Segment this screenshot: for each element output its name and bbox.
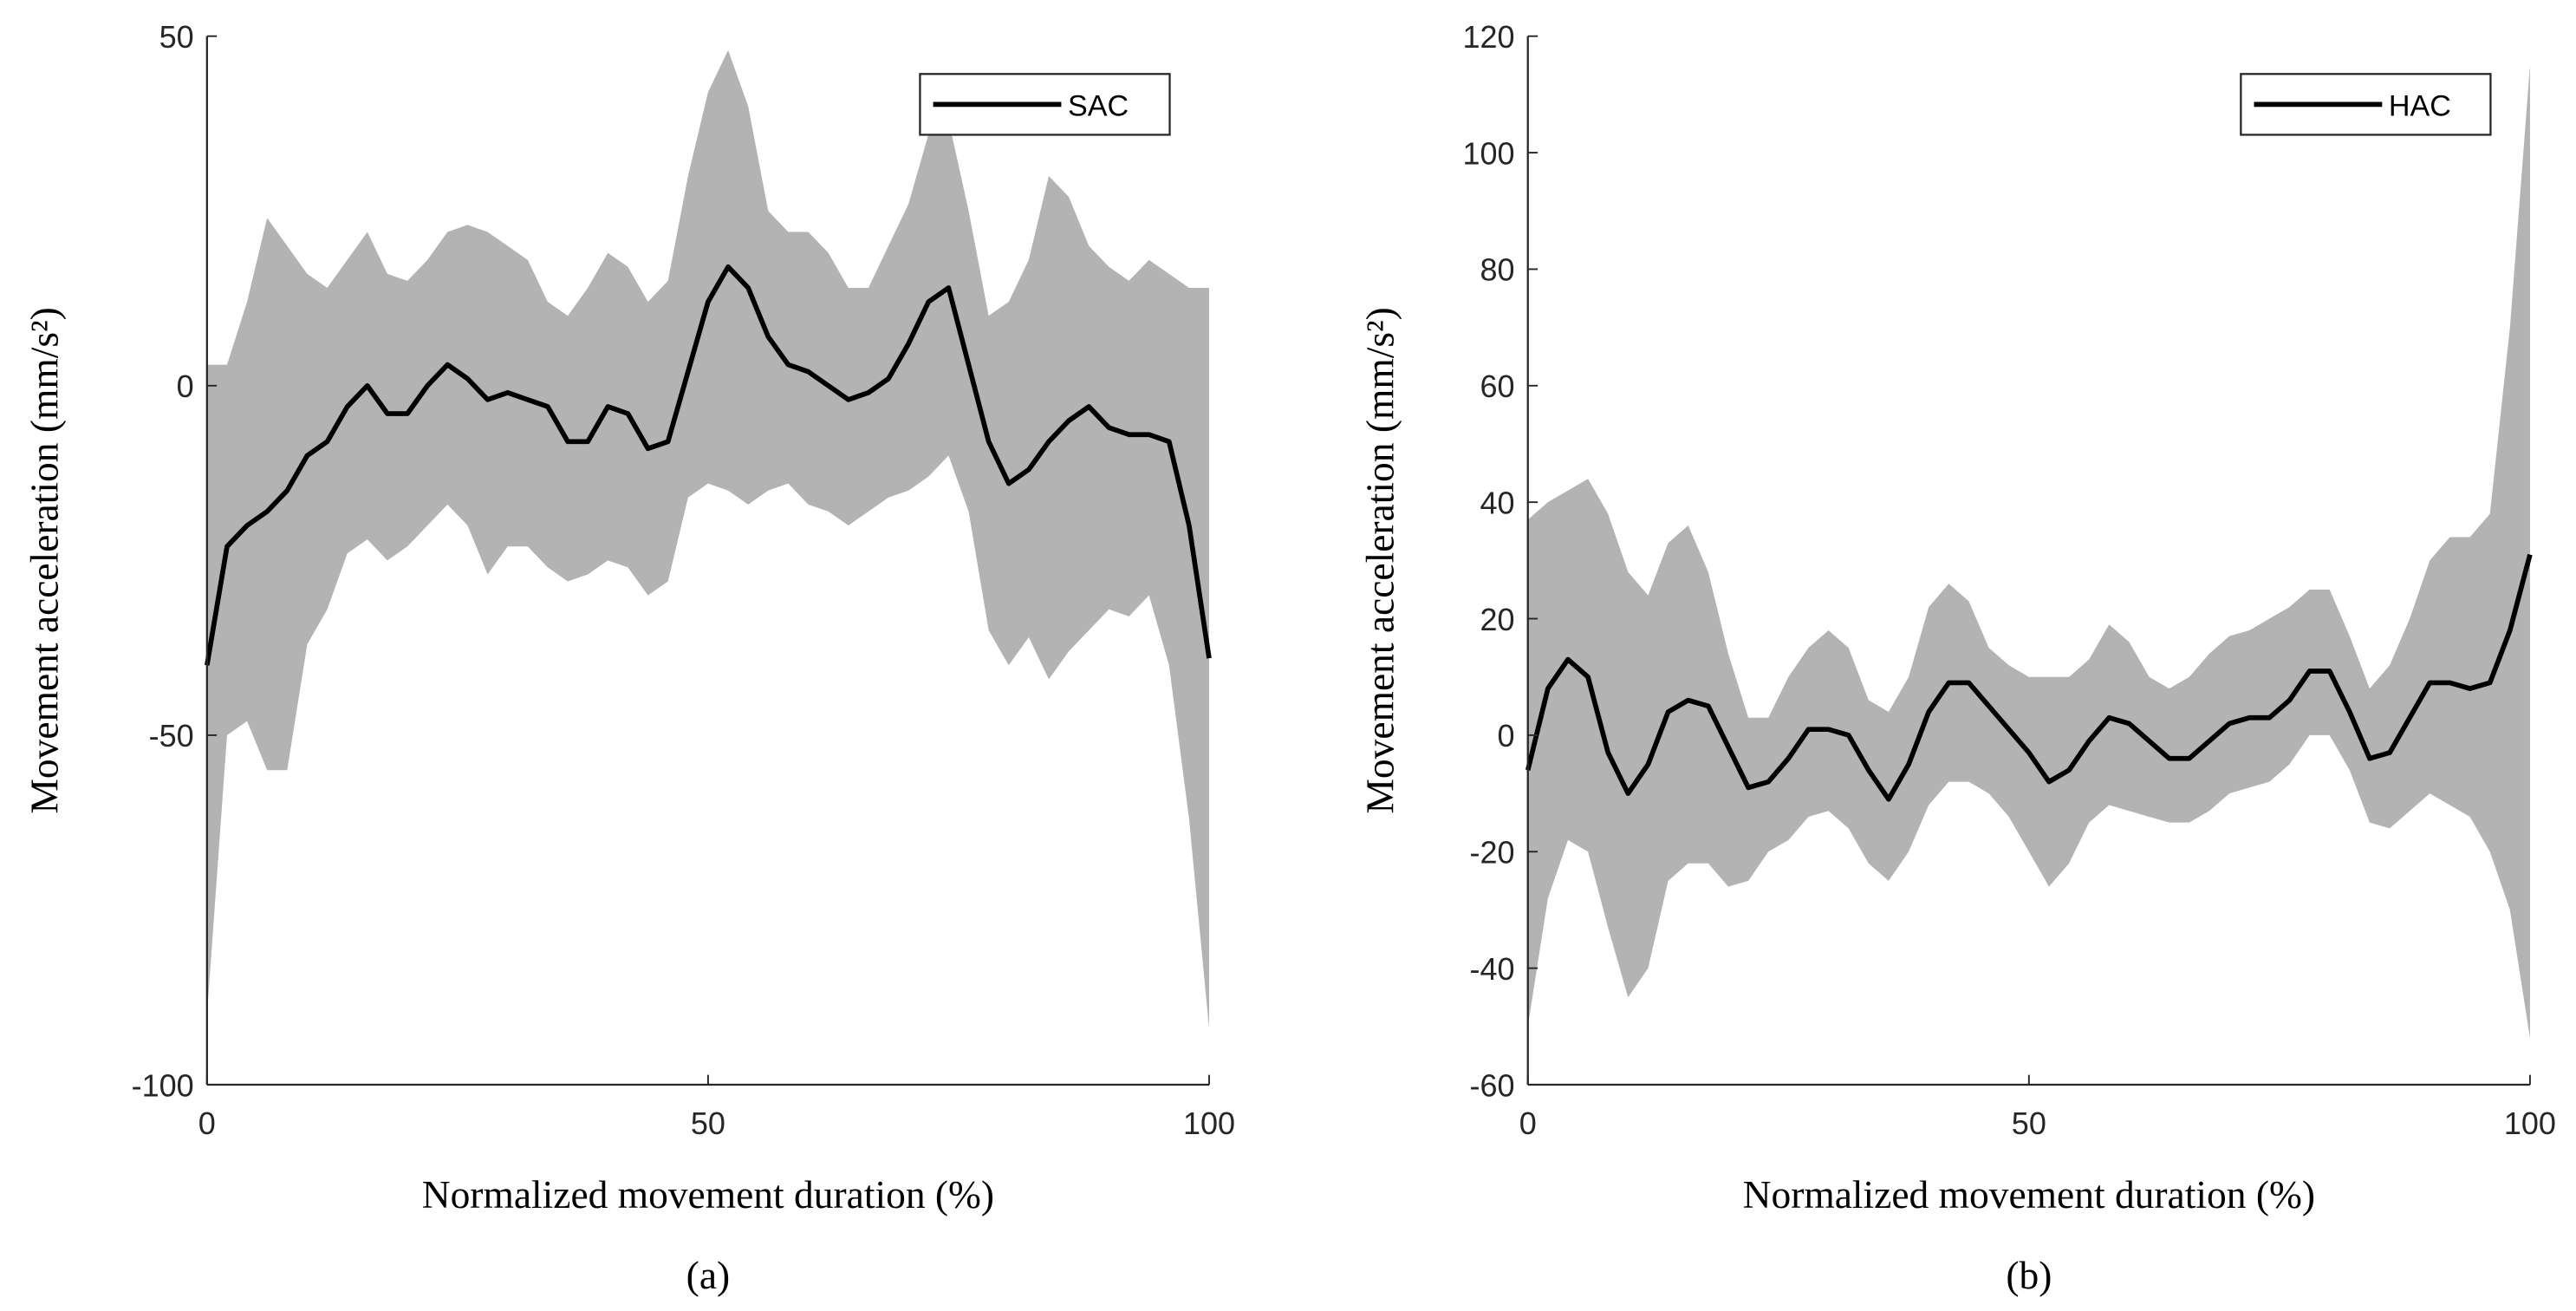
x-tick-label: 50 bbox=[2012, 1106, 2046, 1141]
y-tick-label: 60 bbox=[1480, 369, 1515, 404]
y-tick-label: -100 bbox=[132, 1067, 194, 1103]
legend-label: SAC bbox=[1068, 90, 1129, 123]
y-tick-label: -20 bbox=[1470, 835, 1515, 871]
y-tick-label: 120 bbox=[1462, 19, 1514, 55]
y-tick-label: 20 bbox=[1480, 602, 1515, 637]
y-tick-label: -40 bbox=[1470, 951, 1515, 987]
x-axis-label: Normalized movement duration (%) bbox=[1743, 1172, 2315, 1216]
x-tick-label: 0 bbox=[1519, 1106, 1537, 1141]
x-axis-label: Normalized movement duration (%) bbox=[422, 1172, 994, 1216]
chart: -100 -50 0 50 0 50 100 Normalized movement dura… bbox=[22, 19, 1235, 1297]
y-tick-label: 50 bbox=[159, 19, 194, 55]
band bbox=[206, 49, 1210, 1029]
y-axis-label: Movement acceleration (mm/s²) bbox=[1357, 307, 1402, 813]
x-tick-label: 50 bbox=[691, 1106, 725, 1141]
x-tick-label: 100 bbox=[1183, 1106, 1235, 1141]
mean-line bbox=[205, 264, 1212, 666]
y-tick-label: -50 bbox=[149, 718, 194, 753]
y-axis-label: Movement acceleration (mm/s²) bbox=[22, 307, 66, 813]
y-tick-label: 80 bbox=[1480, 252, 1515, 288]
x-tick-label: 100 bbox=[2504, 1106, 2556, 1141]
x-tick-label: 0 bbox=[198, 1106, 216, 1141]
y-tick-label: 0 bbox=[1498, 718, 1515, 753]
y-tick-label: 100 bbox=[1462, 135, 1514, 171]
chart: -60 -40 -20 0 20 40 60 80 100 120 0 50 100 Normalized… bbox=[1357, 19, 2556, 1297]
band bbox=[1527, 65, 2530, 1039]
legend: SAC bbox=[919, 73, 1171, 136]
y-tick-label: 40 bbox=[1480, 485, 1515, 520]
legend-label: HAC bbox=[2389, 90, 2451, 123]
y-tick-label: -60 bbox=[1470, 1067, 1515, 1103]
y-tick-label: 0 bbox=[177, 369, 194, 404]
legend: HAC bbox=[2240, 73, 2492, 136]
mean-line bbox=[1525, 553, 2533, 802]
caption: (a) bbox=[686, 1253, 730, 1297]
caption: (b) bbox=[2006, 1253, 2052, 1297]
